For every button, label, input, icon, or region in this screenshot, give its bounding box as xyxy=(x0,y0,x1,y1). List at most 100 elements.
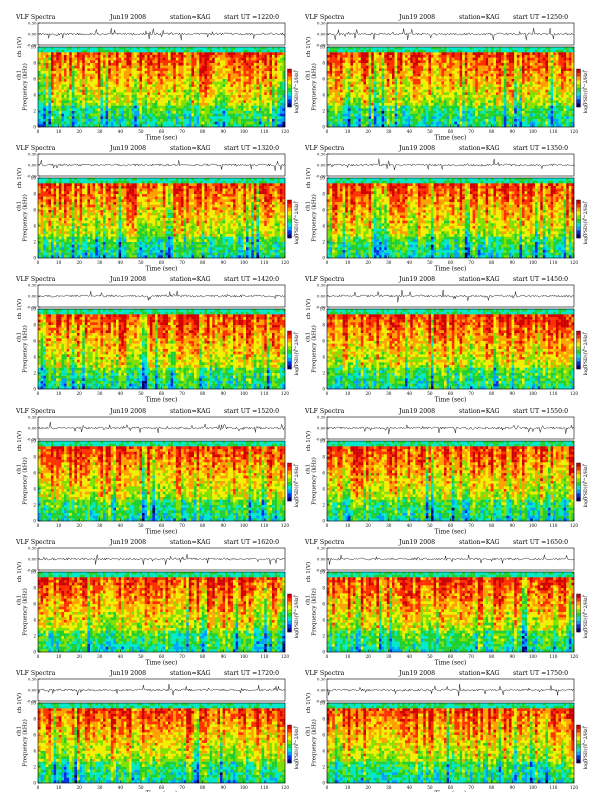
spectrogram-cell xyxy=(126,66,129,69)
spectrogram-cell xyxy=(119,55,122,58)
spectrogram-cell xyxy=(197,74,200,77)
spectrogram-cell xyxy=(51,74,54,77)
spectrogram-cell xyxy=(46,52,49,55)
spectrogram-cell xyxy=(165,47,168,50)
spectrogram-cell xyxy=(139,66,142,69)
spectrogram-cell xyxy=(212,71,215,74)
spectrogram-cell xyxy=(155,63,158,66)
spectrogram-cell xyxy=(228,60,231,63)
spectrogram-cell xyxy=(43,58,46,61)
spectrogram-cell xyxy=(124,60,127,63)
spectrogram-cell xyxy=(41,47,44,50)
spectrogram-cell xyxy=(280,50,283,53)
spectrogram-cell xyxy=(160,60,163,63)
spectrogram-cell xyxy=(197,47,200,50)
spectrogram-cell xyxy=(111,63,114,66)
spectrogram-cell xyxy=(87,60,90,63)
spectrogram-cell xyxy=(259,68,262,71)
spectrogram-cell xyxy=(210,63,213,66)
spectrogram-cell xyxy=(134,79,137,82)
spectrogram-cell xyxy=(51,52,54,55)
spectrogram-cell xyxy=(280,71,283,74)
spectrogram-cell xyxy=(59,50,62,53)
spectrogram-cell xyxy=(249,47,252,50)
spectrogram-cell xyxy=(111,82,114,85)
spectrogram-cell xyxy=(119,66,122,69)
spectrogram-cell xyxy=(43,74,46,77)
spectrogram-cell xyxy=(51,82,54,85)
spectrogram-cell xyxy=(215,68,218,71)
spectrogram-cell xyxy=(264,55,267,58)
spectrogram-cell xyxy=(158,79,161,82)
spectrogram-cell xyxy=(41,58,44,61)
spectrogram-cell xyxy=(243,60,246,63)
spectrogram-cell xyxy=(93,58,96,61)
spectrogram-cell xyxy=(74,50,77,53)
spectrogram-cell xyxy=(269,76,272,79)
spectrogram-cell xyxy=(67,79,70,82)
spectrogram-cell xyxy=(267,50,270,53)
spectrogram-cell xyxy=(116,50,119,53)
spectrogram-cell xyxy=(220,76,223,79)
spectrogram-cell xyxy=(90,76,93,79)
spectrogram-cell xyxy=(38,52,41,55)
spectrogram-cell xyxy=(152,50,155,53)
spectrogram-cell xyxy=(38,55,41,58)
spectrogram-cell xyxy=(212,55,215,58)
spectrogram-cell xyxy=(202,71,205,74)
spectrogram-cell xyxy=(272,52,275,55)
spectrogram-cell xyxy=(228,71,231,74)
spectrogram-cell xyxy=(126,50,129,53)
spectrogram-cell xyxy=(243,47,246,50)
spectrogram-cell xyxy=(186,84,189,87)
spectrogram-cell xyxy=(184,84,187,87)
spectrogram-cell xyxy=(142,82,145,85)
spectrogram-cell xyxy=(82,47,85,50)
spectrogram-cell xyxy=(176,58,179,61)
spectrogram-cell xyxy=(113,55,116,58)
spectrogram-cell xyxy=(134,63,137,66)
spectrogram-cell xyxy=(137,79,140,82)
spectrogram-cell xyxy=(41,87,44,90)
spectrogram-cell xyxy=(233,76,236,79)
spectrogram-cell xyxy=(225,68,228,71)
spectrogram-cell xyxy=(189,66,192,69)
spectrogram-cell xyxy=(48,60,51,63)
spectrogram-cell xyxy=(204,47,207,50)
spectrogram-cell xyxy=(72,82,75,85)
spectrogram-cell xyxy=(134,76,137,79)
spectrogram-cell xyxy=(223,66,226,69)
spectrogram-cell xyxy=(121,76,124,79)
spectrogram-cell xyxy=(72,68,75,71)
spectrogram-cell xyxy=(259,82,262,85)
spectrogram-cell xyxy=(189,79,192,82)
spectrogram-cell xyxy=(98,79,101,82)
spectrogram-cell xyxy=(158,76,161,79)
spectrogram-cell xyxy=(82,63,85,66)
spectrogram-cell xyxy=(199,82,202,85)
spectrogram-cell xyxy=(228,47,231,50)
spectrogram-cell xyxy=(212,74,215,77)
spectrogram-cell xyxy=(212,47,215,50)
spectrogram-cell xyxy=(210,50,213,53)
spectrogram-cell xyxy=(207,47,210,50)
spectrogram-cell xyxy=(168,82,171,85)
spectrogram-cell xyxy=(137,82,140,85)
spectrogram-cell xyxy=(233,55,236,58)
spectrogram-cell xyxy=(267,71,270,74)
spectrogram-cell xyxy=(254,84,257,87)
spectrogram-cell xyxy=(238,55,241,58)
spectrogram-cell xyxy=(249,63,252,66)
spectrogram-cell xyxy=(191,68,194,71)
spectrogram-cell xyxy=(152,55,155,58)
spectrogram-cell xyxy=(100,63,103,66)
spectrogram-cell xyxy=(93,74,96,77)
spectrogram-cell xyxy=(69,87,72,90)
spectrogram-cell xyxy=(56,52,59,55)
spectrogram-cell xyxy=(225,79,228,82)
spectrogram-cell xyxy=(181,58,184,61)
spectrogram-cell xyxy=(189,55,192,58)
spectrogram-cell xyxy=(74,82,77,85)
spectrogram-cell xyxy=(51,63,54,66)
spectrogram-cell xyxy=(103,79,106,82)
